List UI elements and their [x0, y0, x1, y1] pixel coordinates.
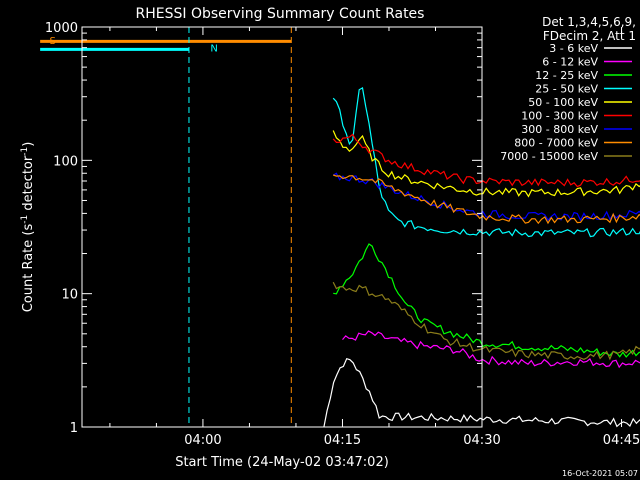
chart-title: RHESSI Observing Summary Count Rates — [136, 6, 425, 22]
legend: Det 1,3,4,5,6,9, FDecim 2, Att 1 3 - 6 k… — [500, 15, 636, 163]
y-axis-label-end: ) — [21, 142, 36, 147]
legend-label-2: 6 - 12 keV — [542, 56, 598, 69]
y-tick-label: 10 — [61, 288, 78, 303]
plot-frame — [81, 26, 483, 428]
series-line-9 — [332, 281, 640, 361]
x-tick-label: 04:30 — [463, 433, 500, 448]
y-tick-label: 100 — [53, 154, 78, 169]
legend-label-8: 800 - 7000 keV — [514, 137, 598, 150]
series-line-5 — [332, 130, 640, 198]
annotation-s: S — [49, 36, 55, 47]
series-line-2 — [342, 330, 640, 369]
x-tick-label: 04:00 — [184, 433, 221, 448]
series-line-3 — [333, 243, 640, 358]
legend-label-4: 25 - 50 keV — [535, 83, 598, 96]
y-axis-label-sup2: -1 — [20, 147, 30, 156]
y-tick-label: 1000 — [45, 21, 78, 36]
legend-label-3: 12 - 25 keV — [535, 69, 598, 82]
series-line-6 — [332, 133, 640, 188]
y-axis-label-sup1: -1 — [20, 215, 30, 224]
footer-timestamp: 16-Oct-2021 05:07 — [562, 469, 638, 478]
annotation-n: N — [210, 44, 217, 55]
legend-label-5: 50 - 100 keV — [528, 96, 598, 109]
y-axis-label: Count Rate (s-1 detector-1) — [20, 142, 36, 313]
x-tick-label: 04:45 — [603, 433, 640, 448]
legend-header-line-1: Det 1,3,4,5,6,9, — [542, 15, 636, 29]
legend-label-9: 7000 - 15000 keV — [500, 150, 598, 163]
y-axis-label-mid: detector — [21, 155, 36, 215]
legend-label-1: 3 - 6 keV — [549, 42, 598, 55]
series-line-1 — [323, 357, 640, 428]
y-axis: 1 10 100 1000 — [45, 21, 482, 436]
x-axis-label: Start Time (24-May-02 03:47:02) — [175, 455, 389, 470]
legend-label-6: 100 - 300 keV — [521, 110, 598, 123]
legend-header-line-2: FDecim 2, Att 1 — [543, 29, 636, 43]
y-tick-label: 1 — [70, 421, 78, 436]
x-tick-label: 04:15 — [324, 433, 361, 448]
series-line-8 — [333, 174, 640, 225]
y-axis-label-main: Count Rate (s — [21, 224, 36, 313]
legend-label-7: 300 - 800 keV — [521, 123, 598, 136]
series-line-4 — [332, 86, 640, 238]
